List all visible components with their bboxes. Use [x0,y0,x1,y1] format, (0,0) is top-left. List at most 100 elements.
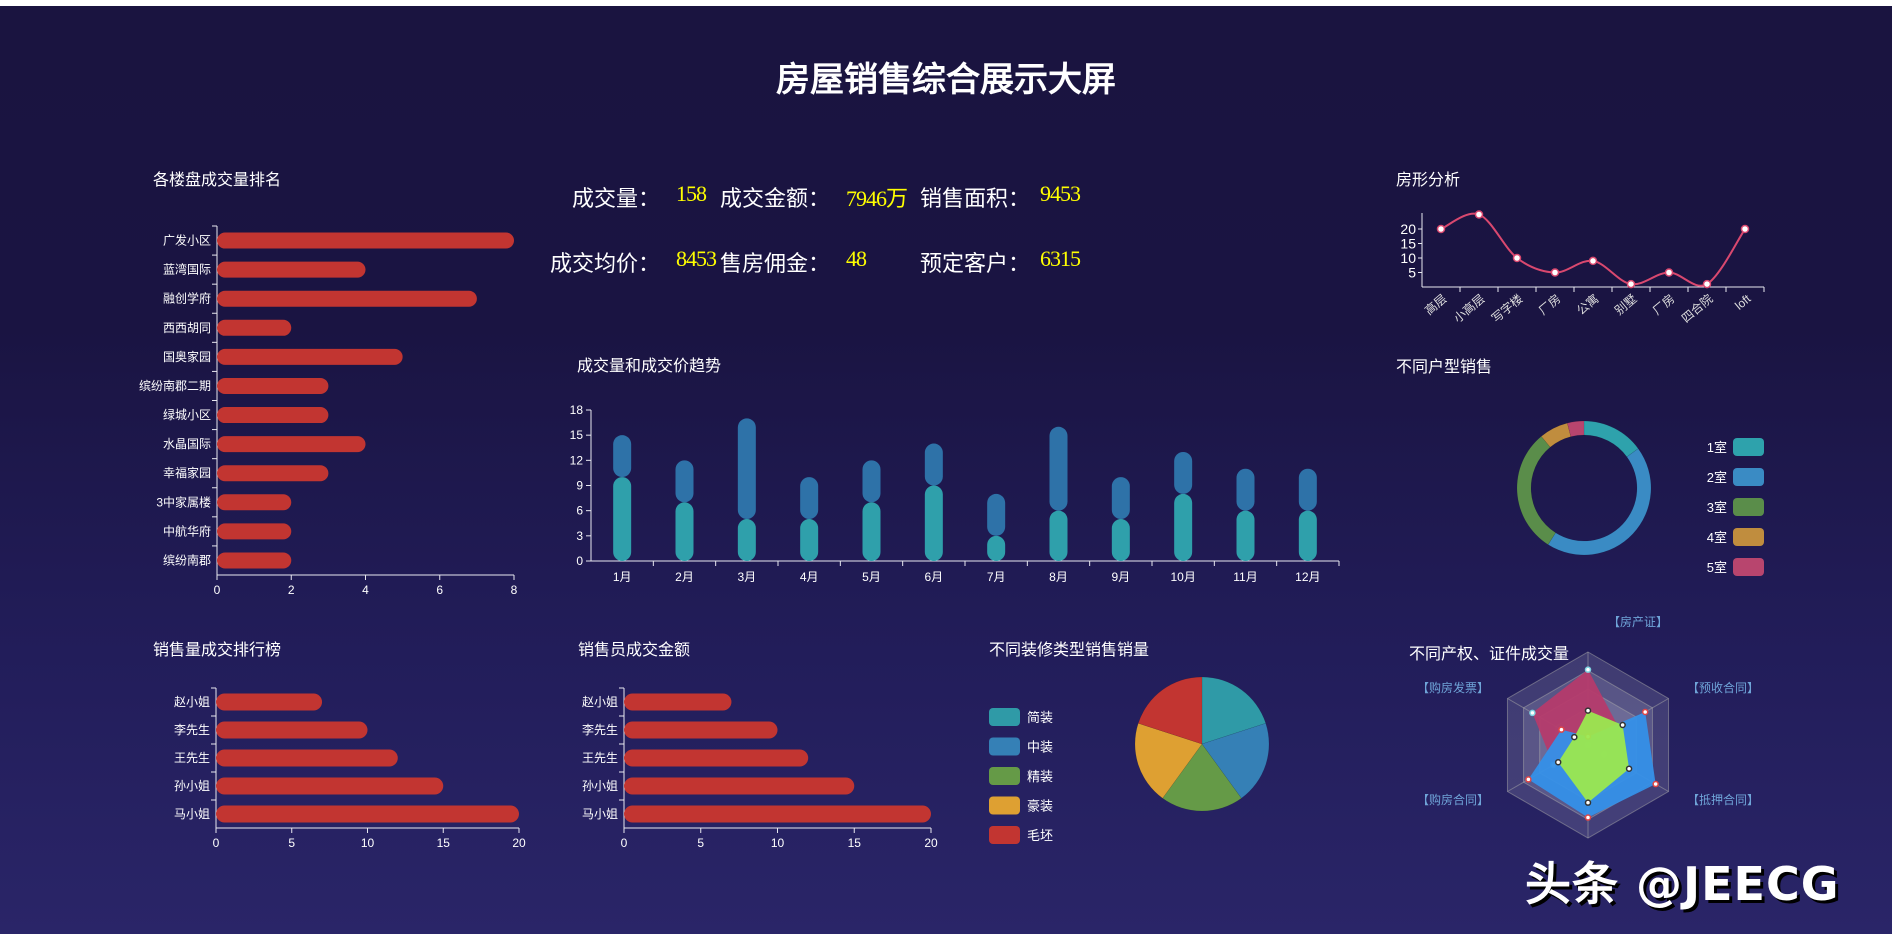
legend-label: 1室 [1707,440,1727,455]
y-tick-label: 9 [576,479,583,493]
category-label: 赵小姐 [174,695,210,709]
x-tick-label: 15 [848,836,862,850]
bar [624,805,931,823]
bar [624,693,732,711]
bar-segment [675,460,694,503]
x-tick-label: 4 [362,583,369,597]
x-tick-label: 3月 [737,570,756,584]
x-tick-label: 11月 [1233,570,1257,584]
x-tick-label: 厂房 [1535,291,1563,318]
x-tick-label: 0 [621,836,628,850]
data-point [1664,268,1674,277]
pie-slice [1201,722,1270,799]
x-tick-label: 7月 [987,570,1006,584]
kpi-label: 预定客户： [919,251,1030,276]
bar-segment [924,443,943,486]
data-point [1588,256,1598,266]
bar [217,319,292,336]
legend-label: 4室 [1707,530,1727,545]
panel-title-salesperson-amount: 销售员成交金额 [578,640,691,659]
legend-swatch [1733,528,1764,546]
x-tick-label: 8 [511,583,518,597]
legend-swatch [989,796,1020,815]
x-tick-label: 6月 [924,570,943,584]
bar-segment [1298,468,1317,511]
bar-segment [862,460,881,503]
x-tick-label: 5 [288,836,295,850]
category-label: 广发小区 [163,233,211,248]
legend-label: 简装 [1027,710,1053,725]
y-tick-label: 5 [1408,265,1416,281]
radar-area [1558,710,1630,803]
radar-point [1619,721,1626,729]
data-point [1436,224,1446,234]
radar-point [1571,733,1578,741]
kpi-value: 158 [676,181,707,206]
kpi-value: 7946万 [846,186,908,211]
bar [217,494,292,511]
bar-segment [1049,510,1068,561]
bar-segment [924,485,943,561]
category-label: 马小姐 [582,807,618,821]
category-label: 蓝湾国际 [163,262,211,277]
radar-point [1558,726,1565,733]
bar-segment [987,493,1006,536]
bar-segment [613,477,632,561]
y-tick-label: 18 [570,403,584,417]
category-label: 绿城小区 [163,407,211,422]
pie-slice [1162,743,1242,812]
x-tick-label: 4月 [800,570,819,584]
radar-indicator-label: 【房产证】 [1608,614,1668,629]
watermark: 头条 @JEECG [1525,857,1840,911]
panel-title-decoration: 不同装修类型销售销量 [989,640,1150,659]
radar-point [1652,780,1659,788]
pie-slice [1516,436,1556,545]
x-tick-label: 公寓 [1573,291,1601,318]
x-tick-label: 20 [512,836,526,850]
y-tick-label: 3 [576,529,583,543]
y-tick-label: 15 [1400,236,1416,252]
category-label: 李先生 [174,722,210,737]
category-label: 3中家属楼 [156,494,211,509]
category-label: 王先生 [174,751,210,765]
bar-segment [613,435,632,478]
radar-point [1584,814,1592,821]
y-tick-label: 0 [576,554,583,568]
kpi-value: 8453 [676,246,717,271]
x-tick-label: 1月 [613,570,632,584]
kpi-value: 9453 [1040,181,1081,206]
legend-swatch [1733,558,1764,576]
kpi-label: 成交量： [571,186,660,211]
x-tick-label: 10 [771,836,785,850]
legend-label: 3室 [1707,500,1727,515]
bar-segment [1049,426,1068,511]
legend-swatch [1733,468,1764,486]
y-tick-label: 15 [570,428,584,442]
x-tick-label: 厂房 [1649,291,1677,318]
bar [217,348,403,365]
x-tick-label: 6 [436,583,443,597]
x-tick-label: 小高层 [1450,291,1487,326]
panel-title-house-type: 房形分析 [1396,170,1461,189]
bar [217,232,514,249]
data-point [1702,279,1712,289]
x-tick-label: 15 [437,836,451,850]
x-tick-label: 0 [214,583,221,597]
x-tick-label: 2 [288,583,295,597]
category-label: 李先生 [582,722,618,737]
radar-indicator-label: 【购房发票】 [1417,680,1489,695]
y-tick-label: 10 [1400,250,1416,266]
radar-point [1584,707,1592,714]
category-label: 西西胡同 [163,321,211,335]
bar-segment [1174,493,1193,561]
y-tick-label: 20 [1400,221,1416,237]
panel-title-trend: 成交量和成交价趋势 [577,356,722,375]
bar-segment [675,502,694,561]
x-tick-label: 10 [361,836,375,850]
bar-segment [1174,451,1193,494]
kpi-label: 成交均价： [549,251,660,276]
radar-point [1529,709,1536,717]
